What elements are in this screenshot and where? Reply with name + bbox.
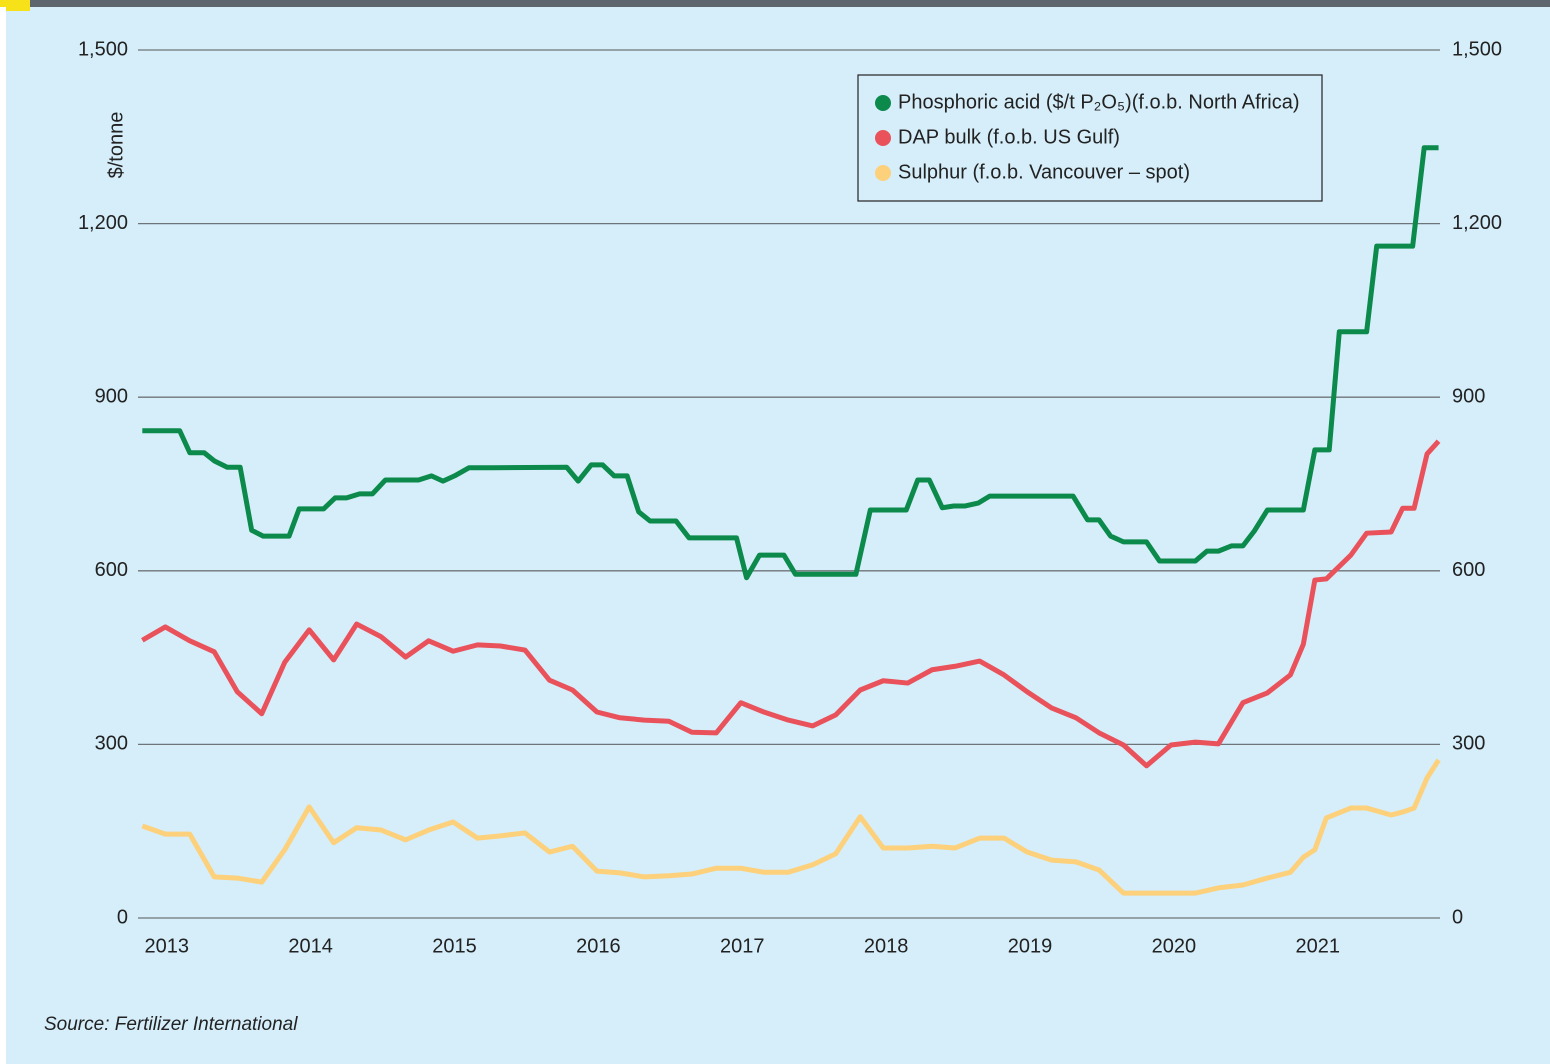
y-tick-label: 1,200	[78, 212, 128, 234]
left-edge	[0, 7, 6, 1064]
y2-tick-label: 1,500	[1452, 38, 1502, 60]
series-line	[141, 758, 1441, 896]
y2-tick-label: 600	[1452, 559, 1485, 581]
series-line	[142, 145, 1439, 581]
y2-tick-label: 0	[1452, 906, 1463, 928]
legend-box	[857, 74, 1323, 202]
y-tick-label: 300	[95, 733, 128, 755]
x-tick-label: 2017	[720, 935, 765, 957]
source: Source: Fertilizer International	[44, 1014, 298, 1035]
y2-tick-label: 300	[1452, 733, 1485, 755]
legend-label: DAP bulk (f.o.b. US Gulf)	[898, 126, 1120, 148]
top-accent	[0, 0, 30, 11]
legend-marker	[875, 130, 891, 146]
x-tick-label: 2013	[145, 935, 190, 957]
x-tick-label: 2019	[1008, 935, 1053, 957]
legend-marker	[875, 165, 891, 181]
y2-tick-label: 1,200	[1452, 212, 1502, 234]
top-bar	[0, 0, 1550, 7]
x-tick-label: 2016	[576, 935, 621, 957]
y-tick-label: 600	[95, 559, 128, 581]
y-axis-label: $/tonne	[105, 112, 127, 179]
y-tick-label: 1,500	[78, 38, 128, 60]
legend: Phosphoric acid ($/t P₂O₅)(f.o.b. North …	[857, 74, 1323, 202]
x-tick-label: 2014	[288, 935, 333, 957]
y2-tick-label: 900	[1452, 385, 1485, 407]
x-tick-label: 2018	[864, 935, 909, 957]
y-tick-label: 900	[95, 385, 128, 407]
series-line	[141, 439, 1441, 769]
legend-label: Phosphoric acid ($/t P₂O₅)(f.o.b. North …	[898, 91, 1300, 113]
x-tick-label: 2015	[432, 935, 477, 957]
legend-label: Sulphur (f.o.b. Vancouver – spot)	[898, 161, 1190, 183]
x-tick-label: 2020	[1152, 935, 1197, 957]
x-tick-label: 2021	[1295, 935, 1340, 957]
y-tick-label: 0	[117, 906, 128, 928]
legend-marker	[875, 95, 891, 111]
